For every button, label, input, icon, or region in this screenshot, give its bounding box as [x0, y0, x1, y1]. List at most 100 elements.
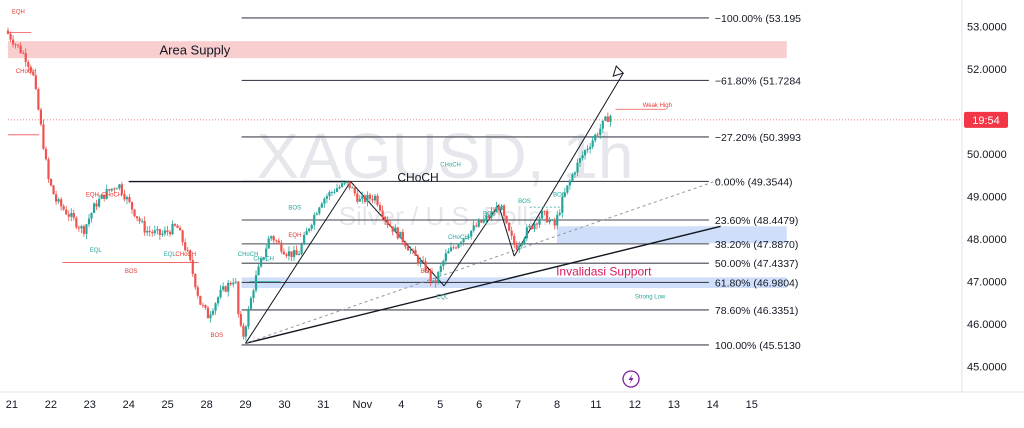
candle-body [22, 52, 25, 54]
candle-body [394, 227, 397, 232]
candle-body [90, 212, 93, 219]
candle-body [343, 182, 346, 184]
candle-body [11, 39, 15, 45]
annotation-label: CHoCH [101, 193, 122, 199]
candle-body [75, 217, 78, 228]
candle-body [376, 195, 379, 206]
annotation-label: EQH [86, 193, 99, 199]
candle-body [287, 251, 291, 256]
x-tick-label: 8 [554, 399, 560, 411]
candle-body [558, 212, 561, 215]
candle-body [363, 195, 366, 202]
candle-body [406, 246, 410, 251]
arrow-head [612, 65, 625, 77]
zigzag-leg [498, 204, 515, 257]
candle-body [323, 198, 326, 204]
candle-body [176, 225, 179, 229]
candle-body [591, 140, 594, 147]
candle-body [576, 162, 579, 173]
candle-body [490, 211, 493, 218]
candle-body [568, 180, 571, 186]
candle-body [401, 231, 404, 242]
candle-body [338, 186, 341, 189]
x-tick-label: 29 [239, 399, 251, 411]
candle-body [6, 30, 10, 34]
candle-body [594, 134, 597, 141]
candle-body [434, 280, 437, 283]
watermark-subtitle: Silver / U.S. Dollar [339, 201, 552, 231]
candle-body [604, 116, 607, 121]
candle-body [100, 194, 103, 200]
candle-body [297, 253, 301, 256]
candle-body [209, 314, 212, 319]
candle-body [229, 282, 232, 285]
annotation-label: EQH [288, 233, 301, 239]
candle-body [411, 249, 415, 251]
candle-body [475, 225, 478, 227]
candle-body [583, 150, 587, 156]
candle-body [239, 314, 242, 326]
candle-body [487, 215, 490, 218]
candle-body [9, 33, 12, 40]
candle-body [447, 251, 450, 254]
candle-body [227, 282, 230, 292]
x-tick-label: 23 [84, 399, 96, 411]
candle-body [166, 230, 169, 232]
candle-body [95, 203, 98, 207]
candle-body [351, 187, 354, 189]
candle-body [348, 181, 351, 189]
annotation-label: Strong Low [635, 295, 666, 301]
candle-body [482, 219, 485, 223]
candle-body [581, 155, 584, 159]
candle-body [34, 75, 37, 89]
candle-body [237, 281, 240, 315]
candle-body [146, 230, 149, 233]
candle-body [457, 244, 460, 248]
candle-body [472, 225, 475, 231]
candle-body [181, 230, 184, 243]
price-badge-layer: 19:54 [964, 111, 1008, 128]
candle-body [561, 196, 564, 213]
candle-body [333, 191, 336, 193]
candle-body [553, 219, 556, 226]
candle-body [257, 266, 260, 276]
candle-body [462, 238, 465, 243]
annotation-label: BOS [421, 269, 434, 275]
annotation-label: CHoCH [175, 252, 196, 258]
current-price-badge-text: 19:54 [972, 115, 1000, 127]
x-tick-label: 21 [6, 399, 18, 411]
candle-body [153, 230, 156, 234]
candle-body [85, 224, 88, 234]
zone-supply [8, 41, 787, 59]
y-tick-label: 46.0000 [967, 319, 1007, 331]
candle-body [60, 199, 63, 207]
candle-body [386, 220, 389, 226]
candle-body [163, 230, 167, 234]
candle-body [32, 71, 35, 76]
candle-body [599, 128, 602, 136]
candle-body [551, 219, 554, 221]
candle-body [510, 230, 513, 236]
candle-body [540, 210, 544, 219]
candle-body [234, 281, 237, 283]
zone-support-upper [557, 226, 787, 244]
candle-body [80, 226, 83, 229]
candle-body [563, 192, 566, 197]
candle-body [538, 218, 541, 225]
candle-body [29, 66, 32, 72]
candle-body [184, 242, 187, 251]
candle-body [543, 210, 546, 212]
candle-body [19, 45, 22, 53]
candle-body [535, 223, 539, 225]
candle-body [470, 230, 473, 237]
fib-label: 61.80% (46.9804) [715, 277, 798, 289]
annotation-label: BOS [288, 205, 301, 211]
candle-body [282, 251, 285, 255]
y-tick-label: 49.0000 [967, 192, 1007, 204]
annotation-label: EQH [12, 10, 25, 16]
candle-body [495, 206, 498, 213]
candle-body [123, 193, 126, 200]
candle-body [384, 216, 387, 221]
annotation-label: CHoCH [440, 163, 461, 169]
